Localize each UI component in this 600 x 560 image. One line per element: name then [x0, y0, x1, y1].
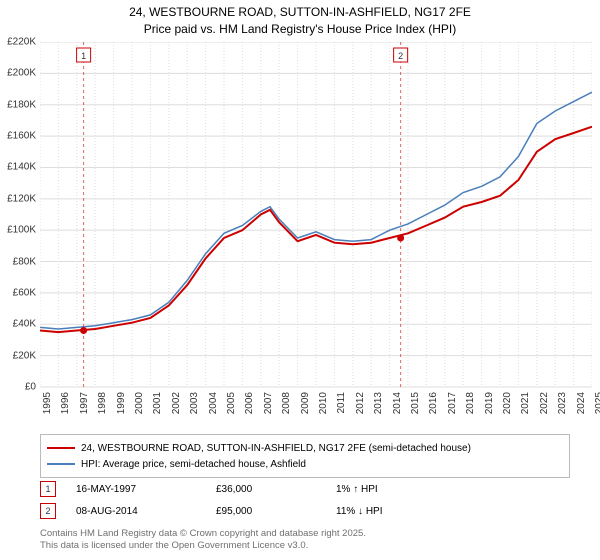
x-tick-label: 2007	[263, 392, 274, 422]
x-tick-label: 1998	[97, 392, 108, 422]
x-tick-label: 2006	[244, 392, 255, 422]
footer: Contains HM Land Registry data © Crown c…	[40, 528, 366, 553]
x-tick-label: 2014	[392, 392, 403, 422]
svg-text:1: 1	[81, 51, 86, 61]
x-tick-label: 2019	[484, 392, 495, 422]
x-tick-label: 2008	[281, 392, 292, 422]
x-tick-label: 2011	[336, 392, 347, 422]
y-tick-label: £160K	[0, 131, 36, 142]
chart-container: 24, WESTBOURNE ROAD, SUTTON-IN-ASHFIELD,…	[0, 0, 600, 560]
x-tick-label: 2010	[318, 392, 329, 422]
x-tick-label: 2012	[355, 392, 366, 422]
footer-line-2: This data is licensed under the Open Gov…	[40, 540, 366, 552]
transaction-date-2: 08-AUG-2014	[76, 506, 196, 517]
y-tick-label: £40K	[0, 319, 36, 330]
x-tick-label: 2021	[520, 392, 531, 422]
transactions-table: 1 16-MAY-1997 £36,000 1% ↑ HPI 2 08-AUG-…	[40, 478, 570, 522]
x-tick-label: 2020	[502, 392, 513, 422]
transaction-row-2: 2 08-AUG-2014 £95,000 11% ↓ HPI	[40, 500, 570, 522]
title-line-2: Price paid vs. HM Land Registry's House …	[0, 21, 600, 38]
legend-label-1: 24, WESTBOURNE ROAD, SUTTON-IN-ASHFIELD,…	[81, 443, 471, 454]
y-tick-label: £220K	[0, 37, 36, 48]
y-tick-label: £100K	[0, 225, 36, 236]
x-tick-label: 2013	[373, 392, 384, 422]
transaction-row-1: 1 16-MAY-1997 £36,000 1% ↑ HPI	[40, 478, 570, 500]
svg-text:2: 2	[398, 51, 403, 61]
legend-label-2: HPI: Average price, semi-detached house,…	[81, 459, 306, 470]
y-tick-label: £80K	[0, 256, 36, 267]
x-tick-label: 2017	[447, 392, 458, 422]
y-tick-label: £180K	[0, 99, 36, 110]
line-chart: 12	[40, 42, 592, 412]
transaction-price-1: £36,000	[216, 484, 316, 495]
x-tick-label: 2015	[410, 392, 421, 422]
legend-swatch-2	[47, 463, 75, 465]
x-tick-label: 2002	[171, 392, 182, 422]
y-tick-label: £60K	[0, 287, 36, 298]
marker-badge-2: 2	[40, 503, 56, 519]
legend-item-1: 24, WESTBOURNE ROAD, SUTTON-IN-ASHFIELD,…	[47, 440, 563, 456]
marker-number-2: 2	[45, 506, 50, 516]
y-tick-label: £20K	[0, 350, 36, 361]
x-tick-label: 2004	[208, 392, 219, 422]
legend-swatch-1	[47, 447, 75, 450]
x-tick-label: 1996	[60, 392, 71, 422]
chart-title: 24, WESTBOURNE ROAD, SUTTON-IN-ASHFIELD,…	[0, 0, 600, 38]
x-tick-label: 2001	[152, 392, 163, 422]
x-tick-label: 2024	[576, 392, 587, 422]
legend: 24, WESTBOURNE ROAD, SUTTON-IN-ASHFIELD,…	[40, 434, 570, 478]
marker-number-1: 1	[45, 484, 50, 494]
x-tick-label: 2018	[465, 392, 476, 422]
transaction-change-1: 1% ↑ HPI	[336, 484, 456, 495]
x-tick-label: 2000	[134, 392, 145, 422]
marker-badge-1: 1	[40, 481, 56, 497]
legend-item-2: HPI: Average price, semi-detached house,…	[47, 456, 563, 472]
plot-area: 12 £0£20K£40K£60K£80K£100K£120K£140K£160…	[40, 42, 592, 412]
x-tick-label: 1997	[79, 392, 90, 422]
transaction-price-2: £95,000	[216, 506, 316, 517]
x-tick-label: 2016	[428, 392, 439, 422]
transaction-change-2: 11% ↓ HPI	[336, 506, 456, 517]
x-tick-label: 2009	[300, 392, 311, 422]
y-tick-label: £140K	[0, 162, 36, 173]
x-tick-label: 2003	[189, 392, 200, 422]
x-tick-label: 1999	[116, 392, 127, 422]
y-tick-label: £0	[0, 382, 36, 393]
x-tick-label: 2005	[226, 392, 237, 422]
y-tick-label: £120K	[0, 193, 36, 204]
x-tick-label: 2022	[539, 392, 550, 422]
x-tick-label: 1995	[42, 392, 53, 422]
x-tick-label: 2025	[594, 392, 600, 422]
y-tick-label: £200K	[0, 68, 36, 79]
footer-line-1: Contains HM Land Registry data © Crown c…	[40, 528, 366, 540]
transaction-date-1: 16-MAY-1997	[76, 484, 196, 495]
x-tick-label: 2023	[557, 392, 568, 422]
title-line-1: 24, WESTBOURNE ROAD, SUTTON-IN-ASHFIELD,…	[0, 4, 600, 21]
